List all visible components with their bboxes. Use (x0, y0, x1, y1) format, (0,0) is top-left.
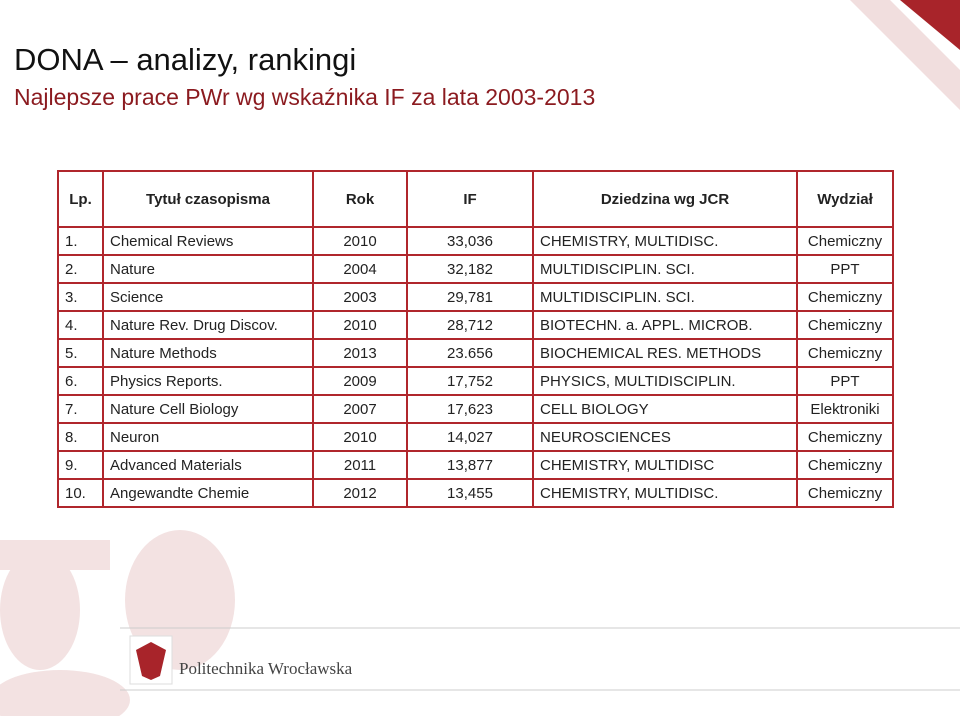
cell: Elektroniki (796, 394, 894, 424)
cell: Nature (102, 254, 314, 284)
subtitle: Najlepsze prace PWr wg wskaźnika IF za l… (14, 84, 596, 110)
cell: CELL BIOLOGY (532, 394, 798, 424)
table-row: 4. Nature Rev. Drug Discov. 2010 28,712 BIOT… (57, 310, 894, 340)
cell: Chemiczny (796, 338, 894, 368)
table-row: 7. Nature Cell Biology 2007 17,623 CELL BIOL… (57, 394, 894, 424)
column-header: Tytuł czasopisma (102, 170, 314, 228)
cell: 2004 (312, 254, 408, 284)
cell: 17,623 (406, 394, 534, 424)
cell: BIOTECHN. a. APPL. MICROB. (532, 310, 798, 340)
cell: 5. (57, 338, 104, 368)
cell: 8. (57, 422, 104, 452)
cell: 2. (57, 254, 104, 284)
cell: 2011 (312, 450, 408, 480)
cell: MULTIDISCIPLIN. SCI. (532, 254, 798, 284)
cell: 13,455 (406, 478, 534, 508)
cell: 17,752 (406, 366, 534, 396)
column-header: Lp. (57, 170, 104, 228)
cell: 2010 (312, 226, 408, 256)
logo-text: Politechnika Wrocławska (179, 659, 353, 678)
cell: 2010 (312, 422, 408, 452)
column-header: Dziedzina wg JCR (532, 170, 798, 228)
cell: 14,027 (406, 422, 534, 452)
cell: Chemiczny (796, 422, 894, 452)
cell: 3. (57, 282, 104, 312)
cell: Nature Cell Biology (102, 394, 314, 424)
cell: Science (102, 282, 314, 312)
table-row: 8. Neuron 2010 14,027 NEUROSCIENCES Chemiczny (57, 422, 894, 452)
cell: 9. (57, 450, 104, 480)
cell: Nature Rev. Drug Discov. (102, 310, 314, 340)
table-row: 6. Physics Reports. 2009 17,752 PHYSICS, MUL… (57, 366, 894, 396)
cell: 29,781 (406, 282, 534, 312)
cell: PHYSICS, MULTIDISCIPLIN. (532, 366, 798, 396)
cell: 2009 (312, 366, 408, 396)
table-row: 9. Advanced Materials 2011 13,877 CHEMISTRY,… (57, 450, 894, 480)
cell: Chemiczny (796, 450, 894, 480)
table-row: 10. Angewandte Chemie 2012 13,455 CHEMISTRY,… (57, 478, 894, 508)
cell: BIOCHEMICAL RES. METHODS (532, 338, 798, 368)
cell: 10. (57, 478, 104, 508)
cell: 2013 (312, 338, 408, 368)
ranking-table: Lp. Tytuł czasopisma Rok IF Dziedzina wg JCR… (57, 170, 894, 508)
cell: NEUROSCIENCES (532, 422, 798, 452)
cell: MULTIDISCIPLIN. SCI. (532, 282, 798, 312)
cell: Chemiczny (796, 226, 894, 256)
cell: PPT (796, 254, 894, 284)
cell: 2010 (312, 310, 408, 340)
corner (900, 0, 960, 50)
cell: CHEMISTRY, MULTIDISC. (532, 478, 798, 508)
table-row: 5. Nature Methods 2013 23.656 BIOCHEMICAL RE… (57, 338, 894, 368)
cell: 2003 (312, 282, 408, 312)
cell: 23.656 (406, 338, 534, 368)
title: DONA – analizy, rankingi (14, 42, 357, 77)
crest-decor (0, 530, 235, 716)
cell: Neuron (102, 422, 314, 452)
cell: 6. (57, 366, 104, 396)
cell: 4. (57, 310, 104, 340)
cell: 2012 (312, 478, 408, 508)
cell: 1. (57, 226, 104, 256)
table-row: 2. Nature 2004 32,182 MULTIDISCIPLIN. SCI. PP… (57, 254, 894, 284)
table-row: 1. Chemical Reviews 2010 33,036 CHEMISTRY, M… (57, 226, 894, 256)
cell: CHEMISTRY, MULTIDISC (532, 450, 798, 480)
cell: Chemiczny (796, 478, 894, 508)
column-header: Wydział (796, 170, 894, 228)
column-header: IF (406, 170, 534, 228)
cell: Chemical Reviews (102, 226, 314, 256)
cell: 2007 (312, 394, 408, 424)
cell: Physics Reports. (102, 366, 314, 396)
cell: CHEMISTRY, MULTIDISC. (532, 226, 798, 256)
corner-decor (850, 0, 960, 110)
cell: Chemiczny (796, 310, 894, 340)
cell: Angewandte Chemie (102, 478, 314, 508)
cell: 7. (57, 394, 104, 424)
cell: 33,036 (406, 226, 534, 256)
cell: Chemiczny (796, 282, 894, 312)
cell: 28,712 (406, 310, 534, 340)
column-header: Rok (312, 170, 408, 228)
cell: PPT (796, 366, 894, 396)
cell: Nature Methods (102, 338, 314, 368)
logo-eagle (136, 642, 166, 680)
cell: 13,877 (406, 450, 534, 480)
table-row: 3. Science 2003 29,781 MULTIDISCIPLIN. SCI. C… (57, 282, 894, 312)
cell: Advanced Materials (102, 450, 314, 480)
cell: 32,182 (406, 254, 534, 284)
